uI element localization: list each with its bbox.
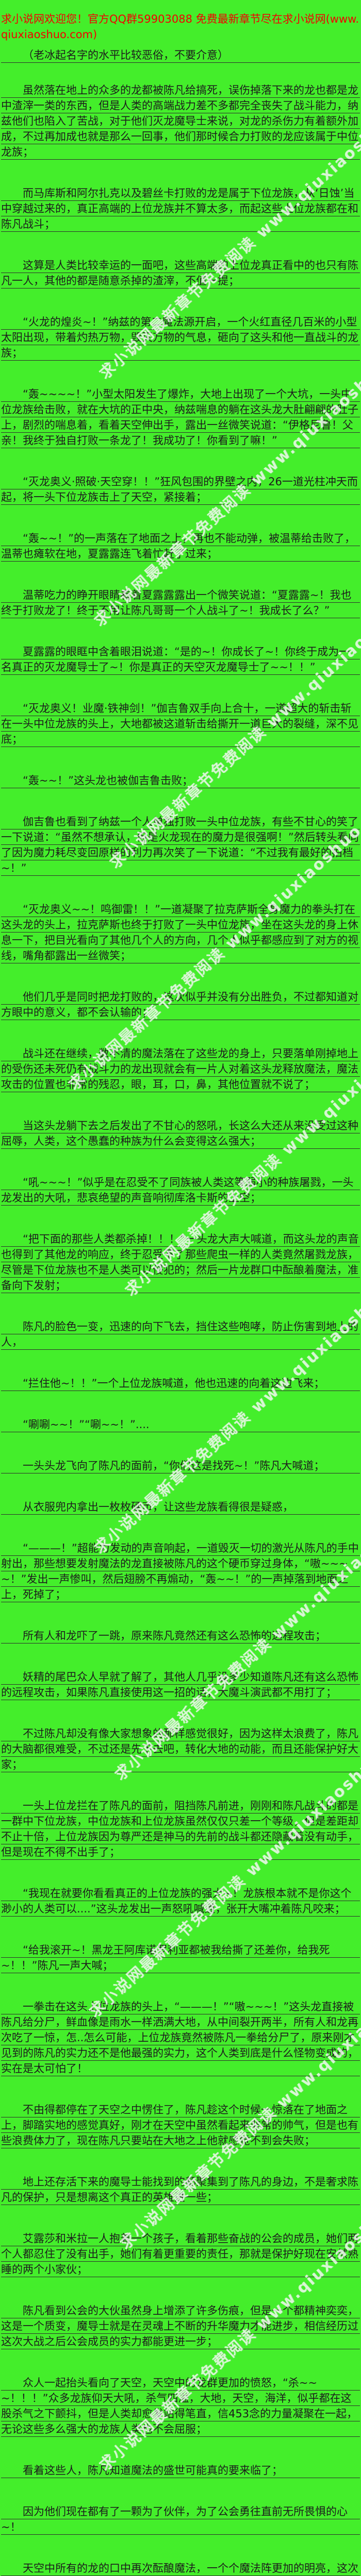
novel-paragraph: “灭龙奥义~~！鸣御雷！！”一道凝聚了拉克萨斯全身魔力的拳头打在这头龙的头上，拉… <box>1 902 360 963</box>
novel-paragraph: 温蒂吃力的睁开眼睛看着夏露露露出一个微笑说道：“夏露露~！我也终于打败龙了！终于… <box>1 587 360 618</box>
novel-paragraph: “轰~~！”这头龙也被伽吉鲁击败； <box>1 773 360 788</box>
novel-paragraph: 不过陈凡却没有像大家想象的那样感觉很好，因为这样太浪费了，陈凡的大脑都很难受，不… <box>1 1726 360 1772</box>
novel-paragraph: “把下面的那些人类都杀掉！！！”一头龙大声大喊道，而这头龙的声音也得到了其他龙的… <box>1 1231 360 1293</box>
novel-paragraph: 从衣服兜内拿出一枚枚硬币，让这些龙族看得很是疑惑， <box>1 1499 360 1515</box>
site-welcome-banner-top: 求小说网欢迎您！官方QQ群59903088 免费最新章节尽在求小说网(www.q… <box>1 13 359 41</box>
novel-paragraph: 虽然落在地上的众多的龙都被陈凡给搞死，误伤掉落下来的龙也都是龙中渣滓一类的东西，… <box>1 82 360 160</box>
novel-paragraph: 天空中所有的龙的口中再次酝酿魔法，一个个魔法阵更加的明亮，这次上位龙族也参与进来… <box>1 2561 360 2576</box>
novel-paragraph: 陈凡看到公会的大伙虽然身上增添了许多伤痕，但是一个都精神奕奕，这是一个质变，魔导… <box>1 2303 360 2349</box>
novel-paragraph: 一拳击在这头上位龙族的头上，“———！”“嗷~~~！”这头龙直接被陈凡给分尸，鲜… <box>1 1999 360 2076</box>
novel-paragraph: 他们几乎是同时把龙打败的，这次似乎并没有分出胜负，不过都知道对方眼中的意义，都不… <box>1 989 360 1020</box>
novel-paragraph: “吼~~~！”似乎是在忍受不了同族被人类这等弱小的种族屠戮，一头龙发出的大吼，悲… <box>1 1175 360 1206</box>
novel-paragraph: 地上还存活下来的魔导士能找到的都聚集到了陈凡的身边，不是奢求陈凡的保护，只是想离… <box>1 2174 360 2205</box>
novel-paragraph: 战斗还在继续，数不清的魔法落在了这些龙的身上，只要落单刚掉地上的受伤还未死仍有战… <box>1 1046 360 1092</box>
novel-paragraph: 众人一起抬头看向了天空，天空中的龙群更加的愤怒，“杀~~~！！！”众多龙族仰天大… <box>1 2375 360 2437</box>
novel-paragraph: “灭龙奥义·照破·天空穿！！”狂风包围的界壁之内，26一道光柱冲天而起，将一头下… <box>1 474 360 505</box>
novel-paragraph: “轰~~~~！”小型太阳发生了爆炸，大地上出现了一个大坑，一头中位龙族给击败，就… <box>1 386 360 448</box>
novel-paragraph: 当这头龙躺下去之后发出了不甘心的怒吼，长这么大还从来没受过这种屈辱，人类，这个愚… <box>1 1118 360 1149</box>
novel-paragraph: 一头头龙飞向了陈凡的面前，“你们这是找死~！”陈凡大喊道； <box>1 1458 360 1473</box>
novel-paragraph: 夏露露的眼眶中含着眼泪说道：“是的~！你成长了~！你终于成为一名真正的灭龙魔导士… <box>1 644 360 675</box>
novel-paragraph: 因为他们现在都有了一颗为了伙伴，为了公会勇往直前无所畏惧的心~！ <box>1 2504 360 2535</box>
novel-paragraph: 而马库斯和阿尔扎克以及碧丝卡打败的龙是属于下位龙族，从‘日蚀’当中穿越过来的，真… <box>1 185 360 232</box>
novel-paragraph: “灭龙奥义！业魔·铁神剑！”伽吉鲁双手向上合十，一道超大的斩击斩在一头中位龙族的… <box>1 701 360 747</box>
author-note: （老冰起名字的水平比较恶俗，不要介意） <box>1 47 360 63</box>
novel-paragraph: 一头上位龙拦在了陈凡的面前，阻挡陈凡前进，刚刚和陈凡战斗的都是一群中下位龙族，中… <box>1 1798 360 1860</box>
novel-paragraph: 艾露莎和米拉一人抱着一个孩子，看着那些奋战的公会的成员，她们两个人都忍住了没有出… <box>1 2231 360 2277</box>
novel-paragraph: “———！”超能力发动的声音响起，一道毁灭一切的激光从陈凡的手中射出，那些想要发… <box>1 1540 360 1602</box>
novel-paragraph: 所有人和龙吓了一跳，原来陈凡竟然还有这么恐怖的远程攻击； <box>1 1628 360 1643</box>
novel-paragraph: “火龙的煌炎~！”纳兹的第二魔法源开启，一个火红直径几百米的小型太阳出现，带着灼… <box>1 314 360 361</box>
novel-paragraph: 伽吉鲁也看到了纳兹一个人单独打败一头中位龙族，有些不甘心的笑了一下说道：“虽然不… <box>1 814 360 876</box>
novel-paragraph: “给我滚开~！黑龙王阿库诺罗利亚都被我给撕了还差你，给我死~！！”陈凡一声大喊； <box>1 1942 360 1973</box>
novel-paragraph: “唰唰~~！”“唰~~！”.... <box>1 1417 360 1432</box>
novel-paragraph: “轰~~！”的一声落在了地面之上，再也不能动弹，被温蒂给击败了，温蒂也瘫软在地，… <box>1 531 360 562</box>
novel-paragraph: 不由得都停在了天空之中愣住了，陈凡趁这个时候一惊落在了地面之上，脚踏实地的感觉真… <box>1 2102 360 2148</box>
novel-paragraph: “拦住他~！！”一个上位龙族喊道，他也迅速的向着这边飞来； <box>1 1376 360 1391</box>
novel-paragraph: “我现在就要你看看真正的上位龙族的强大~！龙族根本就不是你这个渺小的人类可以..… <box>1 1886 360 1917</box>
novel-paragraph: 陈凡的脸色一变，迅速的向下飞去，挡住这些咆哮，防止伤害到地上的人， <box>1 1319 360 1350</box>
novel-paragraph: 妖精的尾巴众人早就了解了，其他人几乎没多少知道陈凡还有这么恐怖的远程攻击，如果陈… <box>1 1669 360 1700</box>
chapter-content: 虽然落在地上的众多的龙都被陈凡给搞死，误伤掉落下来的龙也都是龙中渣滓一类的东西，… <box>1 82 360 2576</box>
novel-paragraph: 这算是人类比较幸运的一面吧，这些高端的上位龙真正看中的也只有陈凡一人，其他的都是… <box>1 258 360 289</box>
novel-paragraph: 看着这些人，陈凡知道魔法的盛世可能真的要来临了； <box>1 2463 360 2478</box>
